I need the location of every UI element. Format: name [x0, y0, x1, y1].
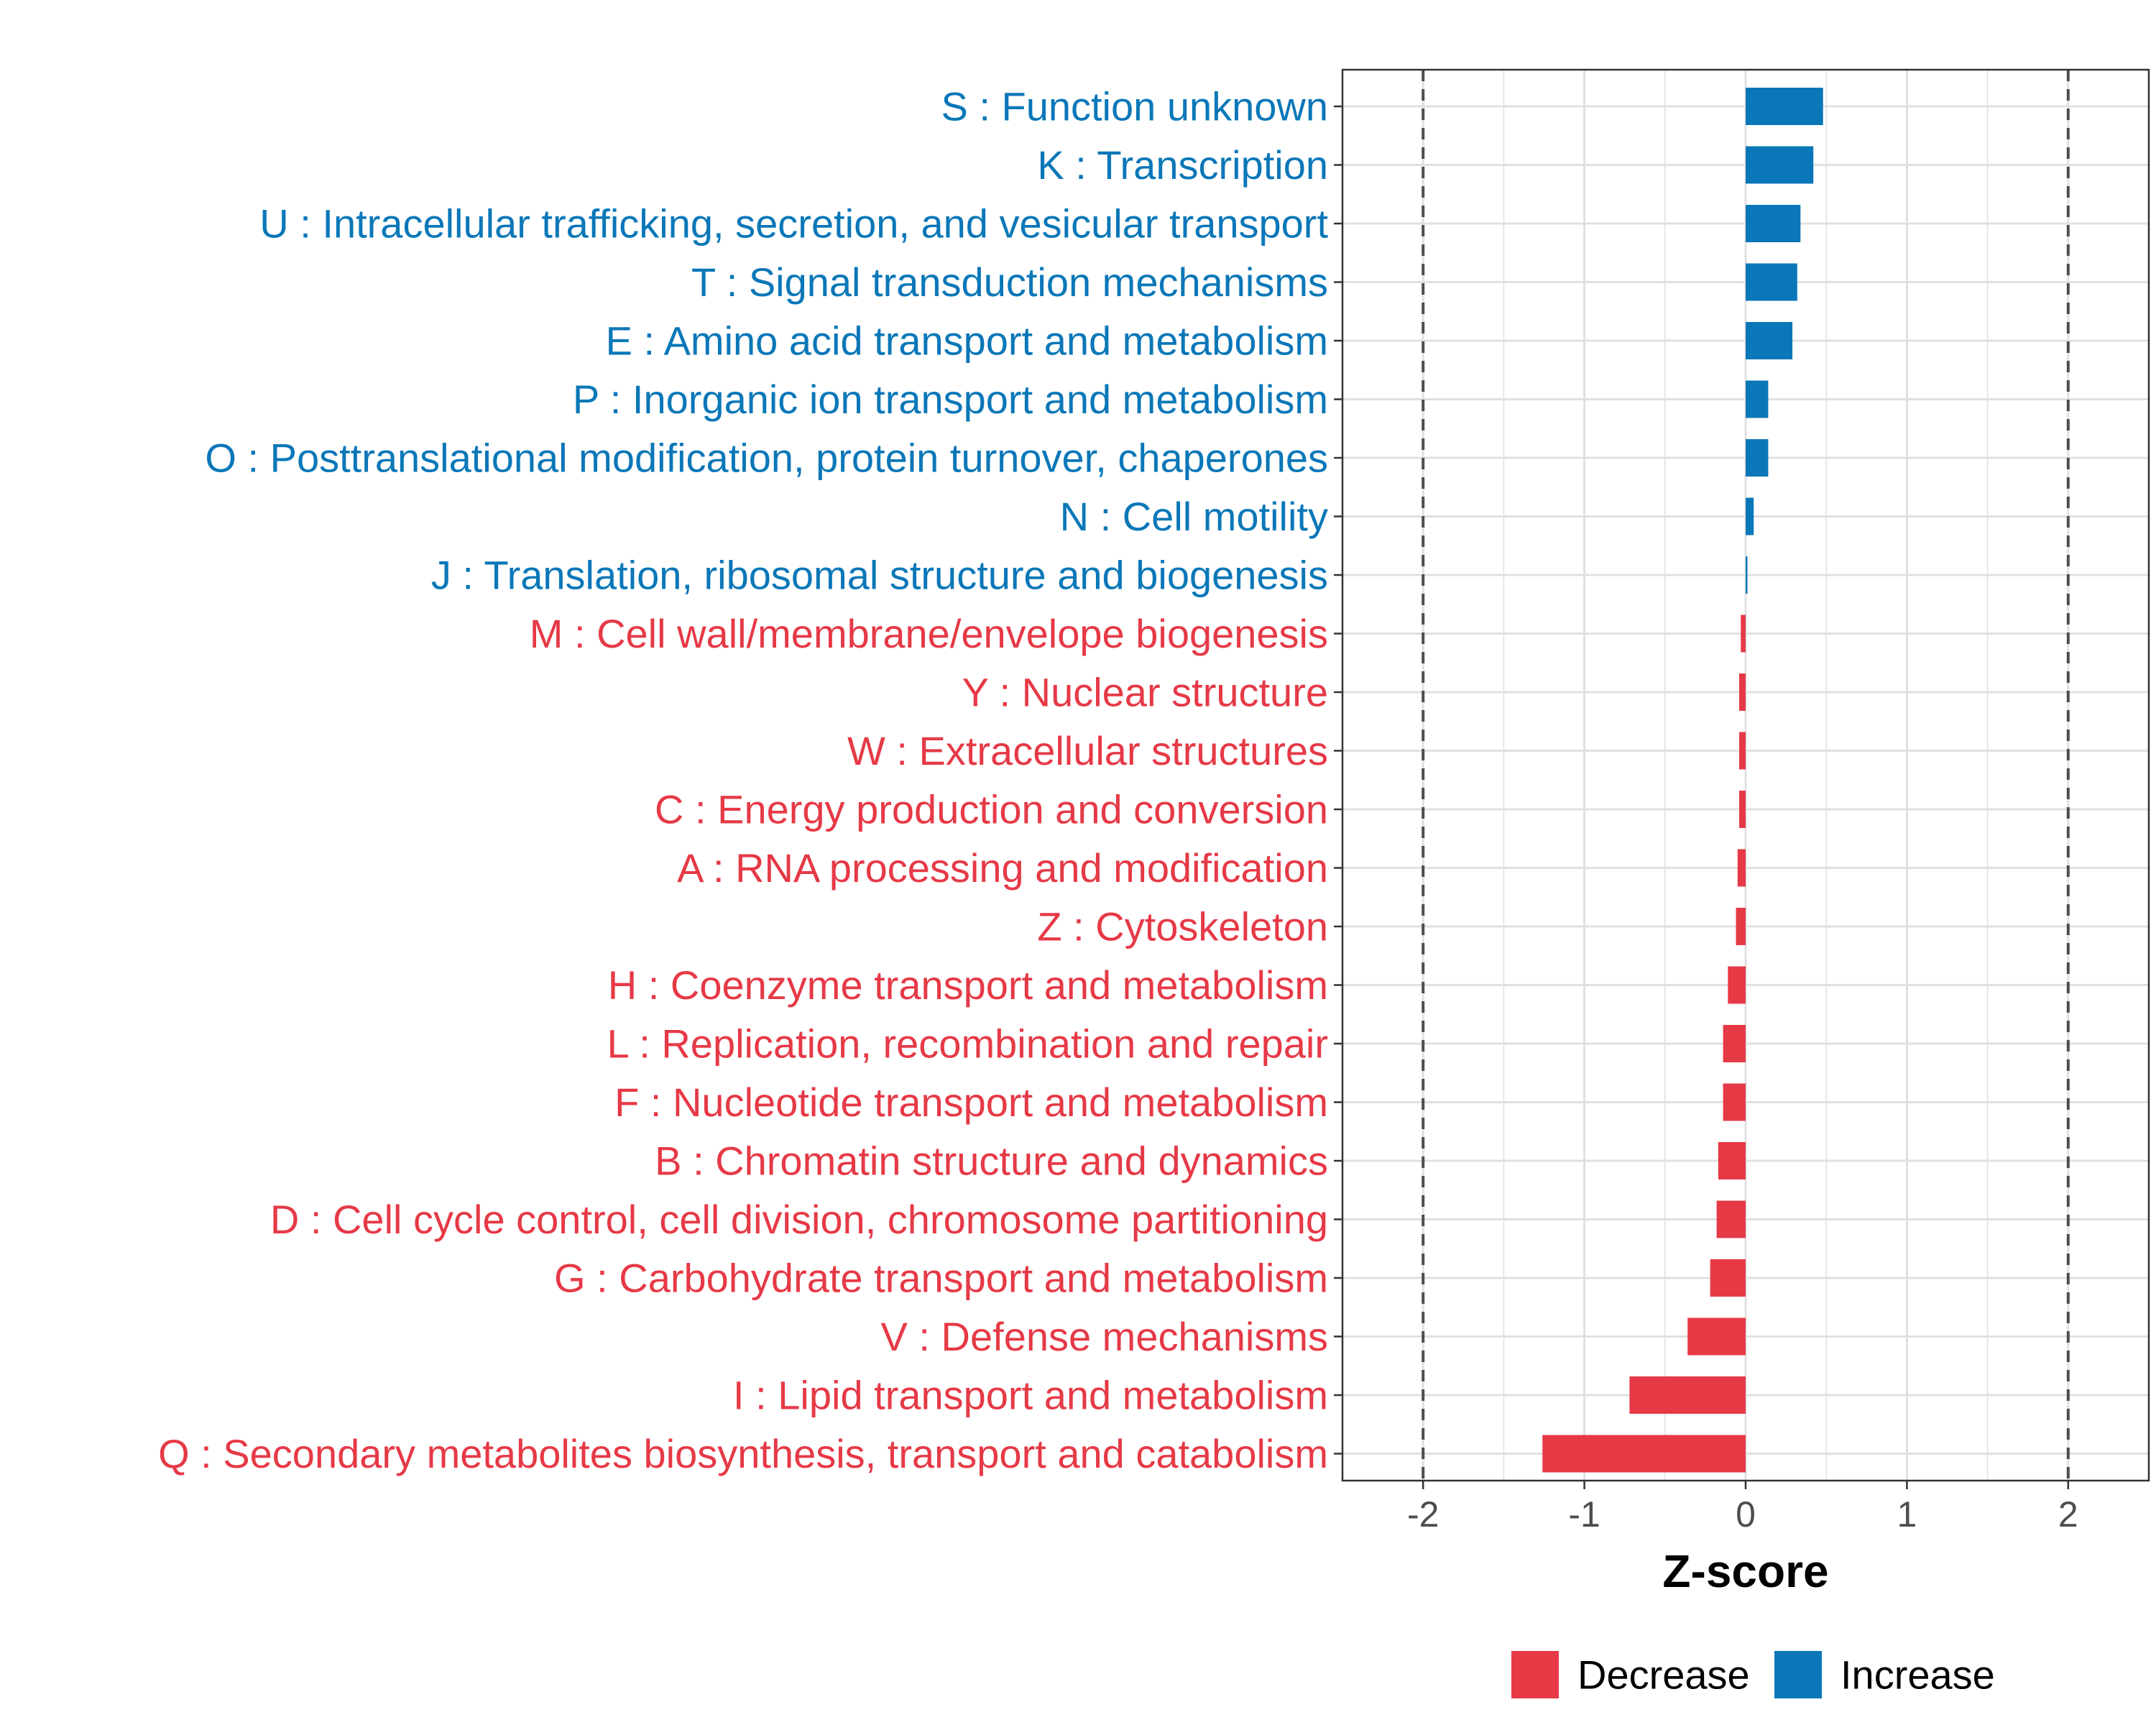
category-label: Y : Nuclear structure: [962, 670, 1328, 715]
bar-m: [1741, 615, 1746, 653]
category-label: Z : Cytoskeleton: [1037, 904, 1328, 949]
category-label: C : Energy production and conversion: [655, 787, 1328, 832]
bar-g: [1710, 1259, 1746, 1297]
x-tick-label: 0: [1736, 1494, 1756, 1535]
category-label: D : Cell cycle control, cell division, c…: [270, 1197, 1328, 1242]
bar-o: [1746, 439, 1769, 477]
category-label: Q : Secondary metabolites biosynthesis, …: [158, 1431, 1328, 1476]
bar-y: [1739, 673, 1746, 711]
category-label: B : Chromatin structure and dynamics: [655, 1138, 1328, 1184]
category-label: A : RNA processing and modification: [677, 845, 1328, 891]
category-label: H : Coenzyme transport and metabolism: [608, 962, 1328, 1008]
x-tick-label: 1: [1897, 1494, 1917, 1535]
legend-label-increase: Increase: [1841, 1652, 1995, 1698]
category-label: V : Defense mechanisms: [881, 1314, 1328, 1359]
category-label: O : Posttranslational modification, prot…: [205, 436, 1328, 481]
bar-l: [1723, 1025, 1746, 1062]
threshold-lines: [1422, 70, 2070, 1481]
category-label: T : Signal transduction mechanisms: [691, 259, 1328, 305]
x-tick-label: 2: [2058, 1494, 2078, 1535]
category-label: I : Lipid transport and metabolism: [733, 1373, 1328, 1418]
bar-b: [1718, 1142, 1746, 1179]
category-label: N : Cell motility: [1060, 494, 1328, 539]
x-tick-label: -1: [1568, 1494, 1600, 1535]
bar-n: [1746, 497, 1754, 535]
bar-p: [1746, 380, 1769, 418]
bar-q: [1542, 1435, 1746, 1473]
category-label: U : Intracellular trafficking, secretion…: [259, 201, 1328, 247]
bar-k: [1746, 146, 1814, 184]
y-axis-ticks: S : Function unknown K : Transcription U :…: [158, 84, 1342, 1476]
legend: Decrease Increase: [1511, 1651, 1995, 1698]
bar-h: [1728, 966, 1746, 1004]
category-label: E : Amino acid transport and metabolism: [606, 318, 1328, 364]
bar-f: [1723, 1083, 1746, 1121]
category-label: W : Extracellular structures: [847, 728, 1328, 773]
x-tick-label: -2: [1407, 1494, 1439, 1535]
bar-c: [1739, 791, 1746, 828]
x-axis-title: Z-score: [1662, 1545, 1828, 1597]
category-label: K : Transcription: [1037, 142, 1328, 188]
legend-swatch-decrease: [1511, 1651, 1559, 1698]
category-label: G : Carbohydrate transport and metabolis…: [554, 1256, 1328, 1301]
category-label: P : Inorganic ion transport and metaboli…: [573, 377, 1328, 422]
category-label: S : Function unknown: [941, 84, 1328, 129]
category-label: L : Replication, recombination and repai…: [607, 1021, 1328, 1067]
bar-s: [1746, 88, 1823, 125]
bar-w: [1739, 732, 1746, 770]
bar-z: [1736, 908, 1746, 945]
category-label: J : Translation, ribosomal structure and…: [431, 553, 1328, 598]
bar-j: [1746, 556, 1748, 594]
x-axis-ticks: -2 -1 0 1 2: [1407, 1481, 2078, 1535]
bar-i: [1629, 1376, 1746, 1414]
category-label: F : Nucleotide transport and metabolism: [614, 1080, 1328, 1125]
category-label: M : Cell wall/membrane/envelope biogenes…: [530, 611, 1328, 656]
bars: [1542, 88, 1823, 1473]
bar-u: [1746, 205, 1801, 242]
legend-label-decrease: Decrease: [1577, 1652, 1750, 1698]
legend-swatch-increase: [1774, 1651, 1822, 1698]
bar-e: [1746, 322, 1793, 359]
bar-v: [1687, 1317, 1746, 1356]
bar-t: [1746, 263, 1797, 301]
bar-a: [1737, 849, 1746, 887]
bar-d: [1716, 1200, 1746, 1238]
